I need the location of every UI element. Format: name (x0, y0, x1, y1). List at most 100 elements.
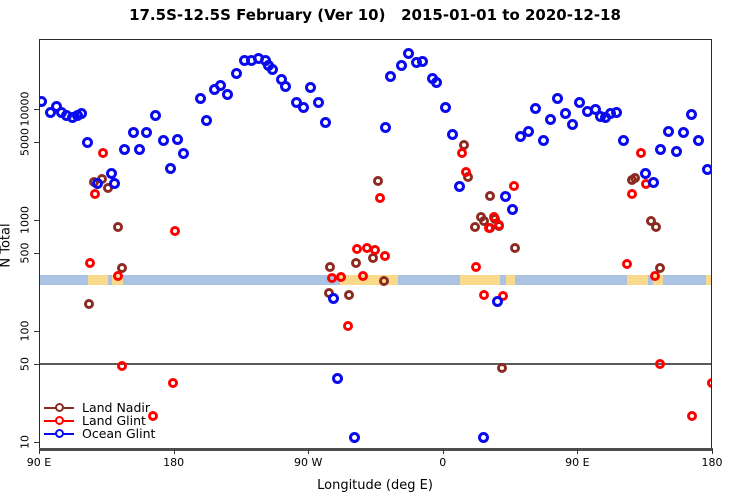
land-nadir-point (509, 242, 520, 253)
ocean-glint-point (81, 137, 93, 148)
ocean-glint-point (280, 81, 292, 93)
land-glint-point (380, 250, 391, 261)
land-glint-point (627, 189, 638, 200)
ocean-glint-point (514, 131, 526, 143)
ocean-glint-point (639, 167, 651, 179)
land-glint-point (357, 270, 368, 281)
plot-frame (39, 39, 712, 449)
ocean-glint-point (670, 145, 682, 157)
x-tick-mark (173, 449, 175, 454)
ocean-glint-point (478, 431, 490, 443)
ocean-glint-point (416, 56, 428, 68)
ocean-glint-point (491, 295, 503, 307)
ocean-glint-point (574, 96, 586, 108)
ocean-glint-point (157, 135, 169, 147)
x-tick-mark (712, 449, 713, 454)
ocean-glint-point (379, 121, 391, 133)
ocean-glint-point (105, 167, 117, 179)
land-glint-point (460, 167, 471, 178)
y-tick-mark (34, 220, 39, 221)
ocean-glint-point (91, 177, 103, 189)
x-tick-label: 0 (439, 456, 447, 469)
ocean-glint-point (431, 76, 443, 88)
ocean-glint-point (499, 190, 511, 202)
legend-symbol-land-nadir (44, 403, 74, 412)
land-nadir-point (478, 216, 489, 227)
legend-circle (55, 403, 64, 412)
ocean-glint-point (529, 103, 541, 115)
ocean-glint-point (395, 59, 407, 71)
legend-row: Land Glint (44, 413, 155, 428)
ocean-glint-point (328, 293, 340, 305)
ocean-glint-point (655, 143, 667, 155)
map-band-land-segment (339, 274, 398, 286)
land-nadir-point (378, 276, 389, 287)
y-tick-mark (34, 364, 39, 366)
ocean-glint-point (618, 135, 630, 147)
land-glint-point (326, 272, 337, 283)
x-tick-mark (577, 449, 579, 454)
land-nadir-point (112, 221, 123, 232)
land-nadir-point (367, 253, 378, 264)
ocean-glint-point (447, 128, 459, 140)
land-nadir-point (485, 191, 496, 202)
ocean-glint-point (201, 114, 213, 126)
x-tick-label: 180 (163, 456, 185, 469)
x-tick-label: 90 E (26, 456, 52, 469)
y-tick-mark (34, 253, 39, 255)
ocean-glint-point (566, 118, 578, 130)
x-tick-mark (442, 449, 444, 454)
land-nadir-point (630, 172, 641, 183)
legend-row: Ocean Glint (44, 426, 156, 441)
y-tick-mark (34, 442, 39, 443)
map-band-land-segment (459, 274, 501, 286)
land-nadir-point (645, 216, 656, 227)
ocean-glint-point (693, 135, 705, 147)
land-nadir-point (117, 262, 128, 273)
land-glint-point (170, 226, 181, 237)
x-axis-title: Longitude (deg E) (317, 478, 433, 493)
ocean-glint-point (194, 93, 206, 105)
land-glint-point (471, 261, 482, 272)
ocean-glint-point (384, 71, 396, 83)
land-glint-point (369, 245, 380, 256)
legend-label: Land Nadir (82, 400, 151, 415)
land-glint-point (483, 222, 494, 233)
ocean-glint-point (647, 176, 659, 188)
legend-circle (55, 429, 64, 438)
ocean-glint-point (663, 126, 675, 138)
y-tick-label: 5000 (18, 128, 32, 157)
ocean-glint-point (454, 181, 466, 193)
land-glint-point (90, 188, 101, 199)
land-glint-point (116, 361, 127, 372)
ocean-glint-point (76, 107, 88, 119)
plot-area (39, 39, 712, 449)
land-glint-point (374, 193, 385, 204)
land-nadir-point (325, 261, 336, 272)
land-nadir-point (343, 290, 354, 300)
ocean-glint-point (165, 162, 177, 174)
reference-line-50 (39, 363, 712, 366)
legend-label: Ocean Glint (82, 426, 156, 441)
ocean-glint-point (133, 143, 145, 155)
ocean-glint-point (298, 102, 310, 114)
x-axis-line (39, 448, 713, 451)
land-glint-point (84, 257, 95, 268)
x-tick-label: 180 (701, 456, 723, 469)
land-glint-point (649, 270, 660, 281)
ocean-glint-point (222, 89, 234, 101)
ocean-glint-point (231, 67, 243, 79)
x-tick-label: 90 E (565, 456, 590, 469)
ocean-glint-point (349, 431, 361, 443)
land-nadir-point (497, 363, 508, 374)
land-glint-point (493, 220, 504, 231)
map-band-land-segment (626, 274, 649, 286)
ocean-glint-point (119, 143, 131, 155)
land-nadir-point (372, 176, 383, 187)
land-glint-point (706, 378, 712, 388)
legend: Land Nadir Land Glint Ocean Glint (44, 400, 156, 441)
land-glint-point (636, 148, 647, 159)
land-glint-point (112, 270, 123, 281)
ocean-glint-point (522, 126, 534, 138)
